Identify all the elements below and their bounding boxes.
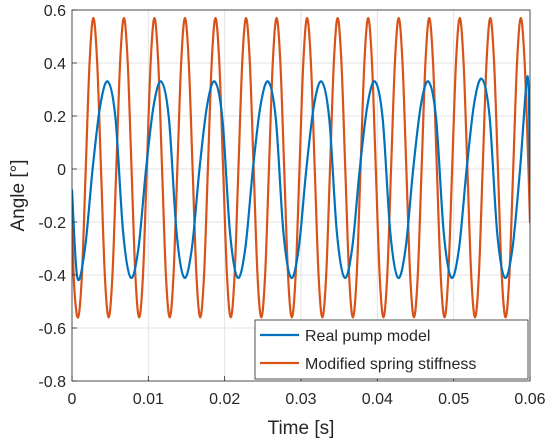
y-tick-label: -0.2 <box>38 215 66 232</box>
series-layer <box>72 16 530 319</box>
y-tick-label: 0.4 <box>44 56 66 73</box>
series-line-real-pump-model <box>72 75 530 282</box>
y-tick-label: -0.4 <box>38 268 66 285</box>
y-tick-label: 0.6 <box>44 3 66 20</box>
y-tick-label: -0.8 <box>38 374 66 391</box>
legend-label-real-pump-model: Real pump model <box>305 328 430 345</box>
legend-label-modified-spring-stiffness: Modified spring stiffness <box>305 356 476 373</box>
y-axis-ticks: -0.8 -0.6 -0.4 -0.2 0 0.2 0.4 0.6 <box>38 3 77 391</box>
x-axis-label: Time [s] <box>268 418 335 439</box>
x-tick-label: 0.05 <box>438 391 469 408</box>
y-axis-label: Angle [°] <box>8 159 29 231</box>
x-tick-label: 0.04 <box>362 391 393 408</box>
x-tick-label: 0 <box>68 391 77 408</box>
y-tick-label: -0.6 <box>38 321 66 338</box>
legend-box <box>254 319 529 380</box>
x-tick-label: 0.06 <box>514 391 545 408</box>
legend: Real pump model Modified spring stiffnes… <box>254 319 529 380</box>
x-tick-label: 0.03 <box>285 391 316 408</box>
y-tick-label: 0.2 <box>44 109 66 126</box>
x-tick-label: 0.02 <box>209 391 240 408</box>
x-axis-ticks: 0 0.01 0.02 0.03 0.04 0.05 0.06 <box>68 376 546 408</box>
y-tick-label: 0 <box>57 162 66 179</box>
x-tick-label: 0.01 <box>133 391 164 408</box>
